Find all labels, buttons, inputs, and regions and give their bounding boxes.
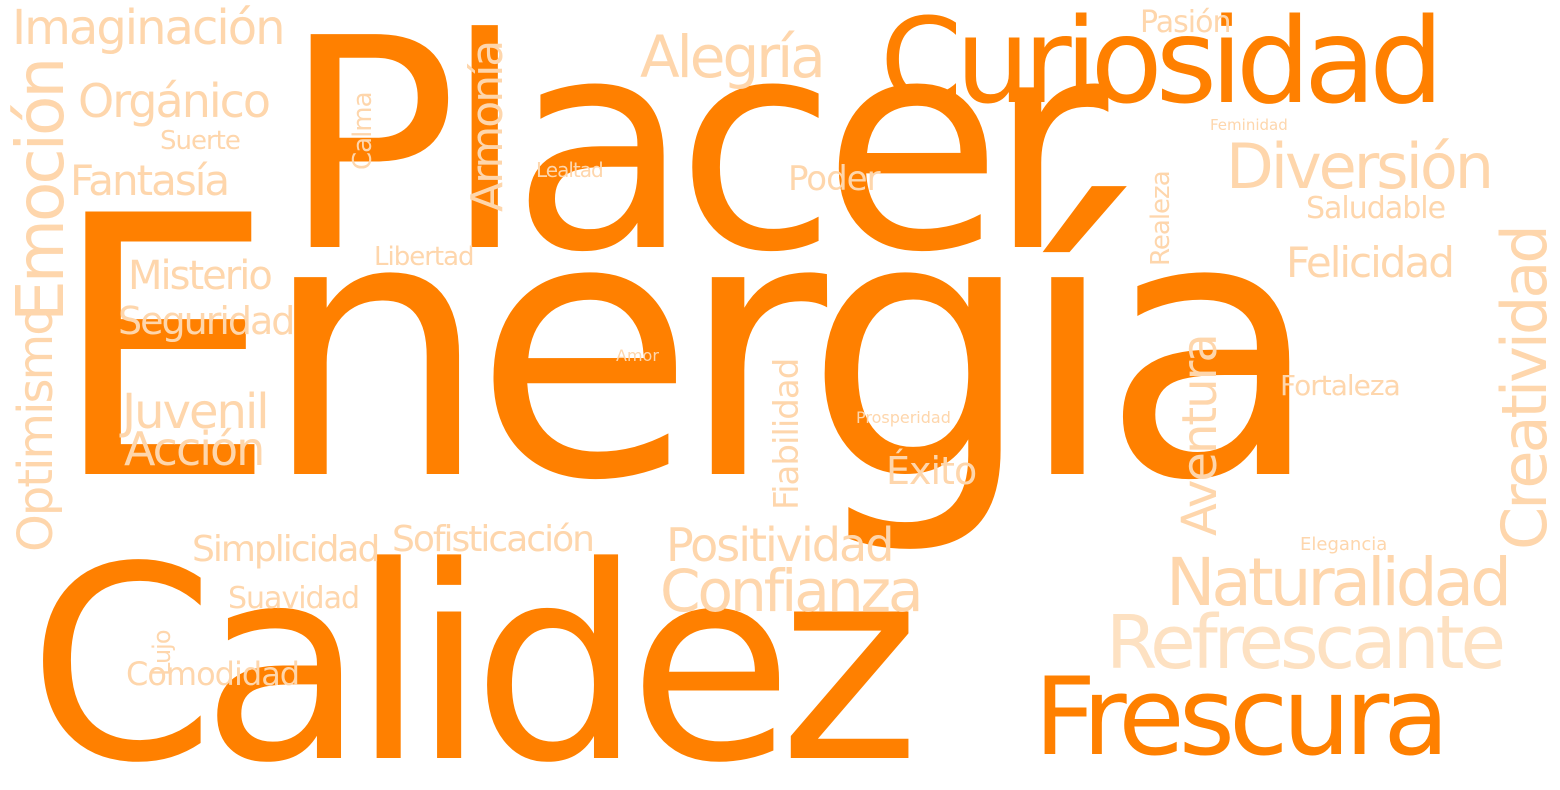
word-organico: Orgánico bbox=[78, 74, 271, 128]
word-elegancia: Elegancia bbox=[1300, 534, 1388, 555]
word-feminidad: Feminidad bbox=[1210, 116, 1288, 134]
word-aventura: Aventura bbox=[1172, 335, 1228, 536]
word-sofisticacion: Sofisticación bbox=[392, 519, 595, 560]
word-energia: Energía bbox=[50, 140, 1322, 559]
word-positividad: Positividad bbox=[666, 518, 894, 572]
word-suerte: Suerte bbox=[160, 126, 241, 156]
word-fiabilidad: Fiabilidad bbox=[767, 358, 807, 510]
word-frescura: Frescura bbox=[1034, 655, 1449, 780]
word-lujo: Lujo bbox=[148, 630, 176, 676]
word-diversion: Diversión bbox=[1226, 130, 1494, 203]
word-libertad: Libertad bbox=[374, 242, 475, 272]
word-simplicidad: Simplicidad bbox=[192, 529, 380, 570]
word-fortaleza: Fortaleza bbox=[1280, 369, 1401, 402]
word-lealtad: Lealtad bbox=[536, 158, 604, 182]
word-fantasia: Fantasía bbox=[70, 156, 230, 205]
word-saludable: Saludable bbox=[1306, 191, 1446, 226]
word-accion: Acción bbox=[124, 422, 265, 476]
word-seguridad: Seguridad bbox=[118, 299, 295, 343]
word-creatividad: Creatividad bbox=[1488, 227, 1560, 550]
word-calma: Calma bbox=[348, 92, 378, 170]
word-armonia: Armonía bbox=[462, 41, 513, 212]
word-alegria: Alegría bbox=[640, 23, 826, 91]
word-naturalidad: Naturalidad bbox=[1166, 544, 1512, 621]
word-comodidad: Comodidad bbox=[126, 655, 300, 693]
word-emocion: Emoción bbox=[2, 59, 79, 322]
word-placer: Placer bbox=[282, 0, 1108, 316]
word-optimismo: Optimismo bbox=[8, 308, 64, 552]
word-curiosidad: Curiosidad bbox=[880, 0, 1444, 130]
word-imaginacion: Imaginación bbox=[12, 0, 285, 56]
word-confianza: Confianza bbox=[660, 557, 924, 625]
word-poder: Poder bbox=[788, 159, 881, 199]
word-refrescante: Refrescante bbox=[1106, 600, 1506, 686]
word-pasion: Pasión bbox=[1140, 5, 1231, 40]
word-misterio: Misterio bbox=[128, 253, 273, 299]
word-suavidad: Suavidad bbox=[228, 581, 360, 616]
word-prosperidad: Prosperidad bbox=[856, 408, 951, 427]
word-calidez: Calidez bbox=[28, 510, 920, 790]
word-felicidad: Felicidad bbox=[1286, 238, 1455, 287]
word-amor: Amor bbox=[616, 346, 659, 365]
word-realeza: Realeza bbox=[1146, 171, 1176, 266]
word-juvenil: Juvenil bbox=[122, 384, 270, 440]
word-exito: Éxito bbox=[886, 449, 977, 493]
